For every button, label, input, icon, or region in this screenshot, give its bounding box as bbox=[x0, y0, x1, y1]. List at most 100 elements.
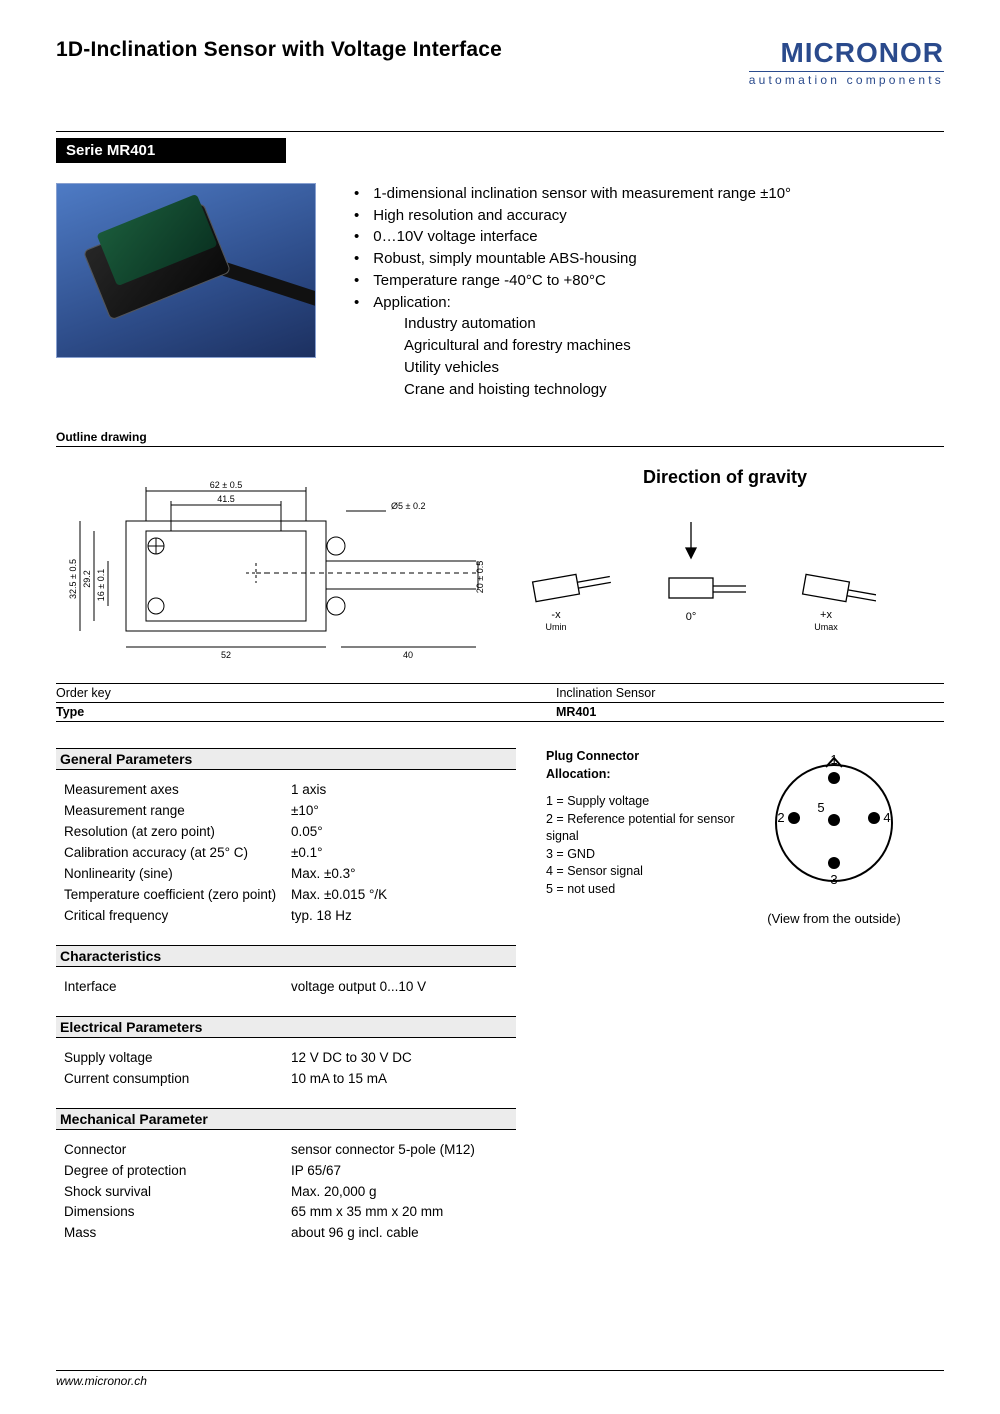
param-value: voltage output 0...10 V bbox=[291, 977, 426, 998]
application-item: Utility vehicles bbox=[404, 357, 944, 379]
application-item: Crane and hoisting technology bbox=[404, 379, 944, 401]
dim-text: 52 bbox=[221, 650, 231, 660]
svg-text:1: 1 bbox=[830, 752, 837, 767]
params-left: General Parameters Measurement axes1 axi… bbox=[56, 748, 516, 1262]
gravity-label: 0° bbox=[686, 611, 697, 623]
svg-text:5: 5 bbox=[817, 800, 824, 815]
intro-row: 1-dimensional inclination sensor with me… bbox=[56, 183, 944, 401]
footer: www.micronor.ch bbox=[56, 1370, 944, 1388]
order-row: Order key Inclination Sensor bbox=[56, 683, 944, 702]
param-table: Connectorsensor connector 5-pole (M12)De… bbox=[56, 1140, 516, 1245]
param-row: Measurement range±10° bbox=[56, 801, 516, 822]
svg-text:4: 4 bbox=[883, 810, 890, 825]
plug-pin: 1 = Supply voltage bbox=[546, 793, 741, 811]
param-row: Current consumption10 mA to 15 mA bbox=[56, 1069, 516, 1090]
page-title: 1D-Inclination Sensor with Voltage Inter… bbox=[56, 38, 502, 62]
param-key: Measurement range bbox=[56, 801, 291, 822]
brand-tagline: automation components bbox=[749, 71, 944, 87]
dim-text: 62 ± 0.5 bbox=[210, 480, 242, 490]
feature-list: 1-dimensional inclination sensor with me… bbox=[348, 183, 944, 401]
params-right: Plug Connector Allocation: 1 = Supply vo… bbox=[546, 748, 944, 1262]
param-value: ±0.1° bbox=[291, 843, 323, 864]
param-row: Nonlinearity (sine)Max. ±0.3° bbox=[56, 864, 516, 885]
param-row: Temperature coefficient (zero point)Max.… bbox=[56, 885, 516, 906]
order-row: Type MR401 bbox=[56, 702, 944, 722]
param-key: Temperature coefficient (zero point) bbox=[56, 885, 291, 906]
param-key: Critical frequency bbox=[56, 906, 291, 927]
dim-text: 41.5 bbox=[217, 494, 235, 504]
feature-item: Temperature range -40°C to +80°C bbox=[354, 270, 944, 292]
param-key: Current consumption bbox=[56, 1069, 291, 1090]
dim-text: Ø5 ± 0.2 bbox=[391, 501, 425, 511]
product-photo bbox=[56, 183, 316, 358]
drawing-area: 62 ± 0.5 41.5 Ø5 ± 0.2 32.5 ± 0.5 29.2 1… bbox=[56, 461, 944, 661]
param-value: 12 V DC to 30 V DC bbox=[291, 1048, 412, 1069]
param-key: Measurement axes bbox=[56, 780, 291, 801]
svg-text:3: 3 bbox=[830, 872, 837, 887]
gravity-label: +x bbox=[820, 609, 832, 621]
photo-cable bbox=[218, 261, 316, 311]
param-value: 65 mm x 35 mm x 20 mm bbox=[291, 1202, 443, 1223]
brand-logo: MICRONOR automation components bbox=[749, 38, 944, 87]
param-row: Shock survivalMax. 20,000 g bbox=[56, 1182, 516, 1203]
application-item: Industry automation bbox=[404, 313, 944, 335]
param-value: Max. ±0.015 °/K bbox=[291, 885, 387, 906]
dim-text: 16 ± 0.1 bbox=[96, 569, 106, 601]
param-table: Supply voltage12 V DC to 30 V DCCurrent … bbox=[56, 1048, 516, 1090]
param-row: Degree of protectionIP 65/67 bbox=[56, 1161, 516, 1182]
section-header: General Parameters bbox=[56, 748, 516, 770]
param-value: 0.05° bbox=[291, 822, 323, 843]
plug-diagram: 1 2 4 3 5 (View from the outside) bbox=[759, 748, 909, 926]
param-value: about 96 g incl. cable bbox=[291, 1223, 419, 1244]
param-key: Interface bbox=[56, 977, 291, 998]
technical-drawing: 62 ± 0.5 41.5 Ø5 ± 0.2 32.5 ± 0.5 29.2 1… bbox=[56, 461, 486, 661]
dim-text: 29.2 bbox=[82, 571, 92, 589]
plug-pin: 2 = Reference potential for sensor signa… bbox=[546, 811, 741, 846]
param-value: Max. 20,000 g bbox=[291, 1182, 377, 1203]
param-row: Massabout 96 g incl. cable bbox=[56, 1223, 516, 1244]
param-row: Resolution (at zero point)0.05° bbox=[56, 822, 516, 843]
plug-text: Plug Connector Allocation: 1 = Supply vo… bbox=[546, 748, 741, 898]
params-area: General Parameters Measurement axes1 axi… bbox=[56, 748, 944, 1262]
plug-pin: 5 = not used bbox=[546, 881, 741, 899]
dim-text: 20 ± 0.5 bbox=[475, 561, 485, 593]
gravity-label: -x bbox=[551, 609, 561, 621]
param-key: Dimensions bbox=[56, 1202, 291, 1223]
plug-head: Plug Connector bbox=[546, 749, 639, 763]
order-block: Order key Inclination Sensor Type MR401 bbox=[56, 683, 944, 722]
gravity-diagram: -x Umin 0° +x Umax bbox=[506, 518, 876, 638]
application-item: Agricultural and forestry machines bbox=[404, 335, 944, 357]
param-value: sensor connector 5-pole (M12) bbox=[291, 1140, 475, 1161]
param-key: Degree of protection bbox=[56, 1161, 291, 1182]
param-row: Connectorsensor connector 5-pole (M12) bbox=[56, 1140, 516, 1161]
plug-caption: (View from the outside) bbox=[759, 911, 909, 926]
param-key: Nonlinearity (sine) bbox=[56, 864, 291, 885]
order-val: MR401 bbox=[556, 705, 596, 719]
gravity-title: Direction of gravity bbox=[506, 467, 944, 488]
param-key: Supply voltage bbox=[56, 1048, 291, 1069]
param-table: Measurement axes1 axisMeasurement range±… bbox=[56, 780, 516, 926]
order-key: Type bbox=[56, 705, 556, 719]
series-label: Serie MR401 bbox=[56, 138, 286, 163]
brand-name: MICRONOR bbox=[749, 38, 944, 69]
param-table: Interfacevoltage output 0...10 V bbox=[56, 977, 516, 998]
param-value: typ. 18 Hz bbox=[291, 906, 352, 927]
dim-text: 40 bbox=[403, 650, 413, 660]
gravity-label: Umax bbox=[814, 622, 838, 632]
param-row: Dimensions65 mm x 35 mm x 20 mm bbox=[56, 1202, 516, 1223]
order-key: Order key bbox=[56, 686, 556, 700]
feature-item: Application: bbox=[354, 292, 944, 314]
param-value: ±10° bbox=[291, 801, 319, 822]
feature-item: 0…10V voltage interface bbox=[354, 226, 944, 248]
feature-item: Robust, simply mountable ABS-housing bbox=[354, 248, 944, 270]
dim-text: 32.5 ± 0.5 bbox=[68, 560, 78, 600]
param-key: Connector bbox=[56, 1140, 291, 1161]
param-key: Resolution (at zero point) bbox=[56, 822, 291, 843]
param-row: Interfacevoltage output 0...10 V bbox=[56, 977, 516, 998]
param-value: IP 65/67 bbox=[291, 1161, 341, 1182]
param-key: Calibration accuracy (at 25° C) bbox=[56, 843, 291, 864]
param-row: Supply voltage12 V DC to 30 V DC bbox=[56, 1048, 516, 1069]
plug-connector: Plug Connector Allocation: 1 = Supply vo… bbox=[546, 748, 944, 926]
gravity-box: Direction of gravity bbox=[506, 461, 944, 643]
param-row: Critical frequencytyp. 18 Hz bbox=[56, 906, 516, 927]
